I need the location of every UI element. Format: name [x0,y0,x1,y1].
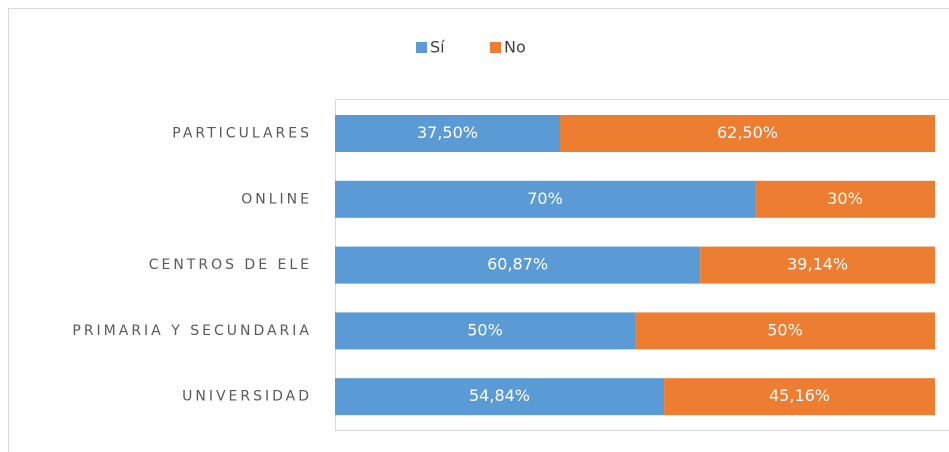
bar-segment [335,312,635,350]
data-label: 45,16% [769,386,830,405]
bar-segment [335,180,755,218]
data-label: 37,50% [417,123,478,142]
legend-label: No [504,38,526,57]
data-label: 54,84% [469,386,530,405]
legend-swatch [490,42,501,53]
bar-segment [664,378,935,416]
legend-swatch [416,42,427,53]
data-label: 50% [467,320,503,339]
bar-segment [335,246,701,284]
bar-segment [700,246,936,284]
bar-segment [335,115,560,152]
data-label: 39,14% [787,255,848,274]
bar-segment [560,115,935,152]
bar-segment [635,312,935,350]
y-tick-label: PARTICULARES [172,126,312,142]
y-tick-label: CENTROS DE ELE [149,257,312,273]
data-label: 30% [827,189,863,208]
bar-segment [335,378,665,416]
legend-label: Sí [430,38,445,57]
y-tick-label: PRIMARIA Y SECUNDARIA [72,323,312,339]
data-label: 62,50% [717,123,778,142]
data-label: 50% [767,320,803,339]
data-label: 70% [527,189,563,208]
y-tick-label: UNIVERSIDAD [182,389,312,405]
data-label: 60,87% [487,255,548,274]
y-tick-label: ONLINE [241,191,312,207]
chart-frame [8,8,949,452]
bar-segment [755,180,935,218]
